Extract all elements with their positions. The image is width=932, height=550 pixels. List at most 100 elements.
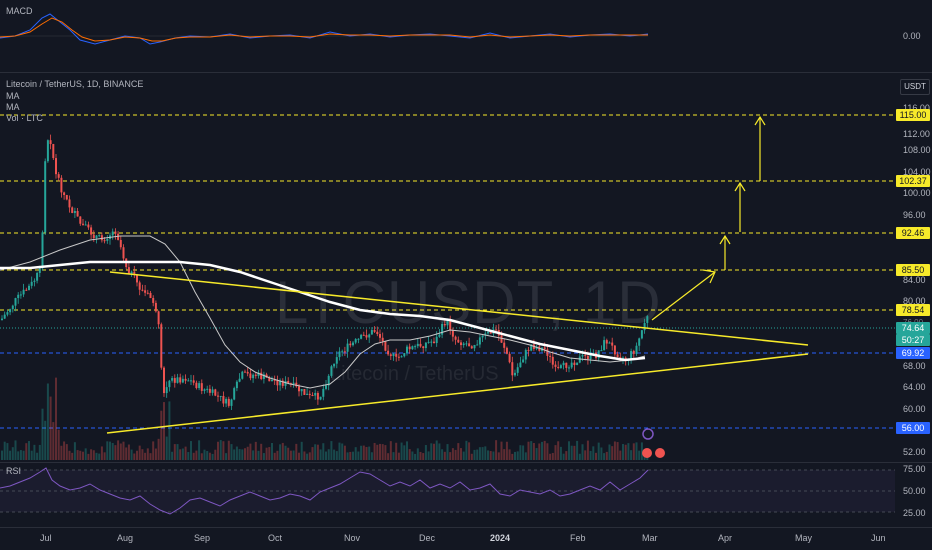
volume-bar [352,451,354,460]
volume-bar [468,442,471,460]
candle-body [516,367,519,373]
volume-bar [28,441,30,460]
candle-body [11,305,14,310]
volume-bar [314,444,317,460]
volume-bar [581,444,584,460]
volume-bar [338,442,341,460]
legend-ma-1[interactable]: MA [6,91,20,101]
candle-body [311,395,314,397]
candle-body [22,289,25,295]
volume-bar [190,441,192,460]
volume-bar [306,453,309,460]
candle-body [576,362,579,366]
volume-bar [214,449,217,460]
volume-bar [508,449,511,460]
volume-bar [298,452,300,460]
volume-bar [457,443,460,460]
volume-bar [79,450,82,460]
volume-bar [495,440,498,460]
volume-bar [541,441,543,460]
price-pane[interactable]: LTCUSDT, 1D Litecoin / TetherUS [0,73,895,463]
candle-body [349,343,352,346]
candle-body [608,342,611,344]
candle-body [381,337,384,342]
volume-bar [354,447,357,460]
candle-body [1,318,3,320]
volume-bar [187,452,190,460]
candle-body [546,349,549,356]
volume-bar [100,446,103,460]
volume-bar [589,450,592,460]
candle-body [190,380,192,382]
rsi-tick: 50.00 [903,486,926,496]
candle-body [308,393,311,396]
volume-bar [203,449,206,460]
volume-bar [565,451,568,460]
candle-body [395,353,398,357]
volume-bar [611,446,614,460]
volume-bar [454,449,457,460]
candle-body [543,347,546,350]
candle-body [3,314,6,319]
candle-body [238,378,241,382]
volume-bar [22,450,25,460]
candle-body [306,393,309,395]
candle-body [198,383,201,389]
rsi-levels [0,469,895,513]
price-tag-56: 56.00 [896,422,930,434]
volume-bar [271,442,273,460]
candle-body [17,294,20,299]
candle-body [476,344,479,346]
candle-body [514,372,516,376]
candle-body [341,351,344,353]
candle-body [322,388,325,397]
volume-bar [492,451,495,460]
pane-separator [0,462,932,463]
time-tick: Mar [642,533,658,543]
candle-body [127,267,130,274]
volume-bar [362,445,365,460]
legend-ma-2[interactable]: MA [6,102,20,112]
volume-bar [46,383,49,460]
legend-volume[interactable]: Vol · LTC [6,113,43,123]
volume-bar [527,441,530,460]
volume-bar [554,445,557,460]
candle-body [333,363,336,367]
volume-bar [200,453,203,460]
volume-bar [478,447,481,460]
candle-body [414,346,417,348]
volume-bar [638,450,641,460]
candle-body [427,341,430,343]
volume-bar [219,440,222,460]
volume-bar [225,453,228,460]
volume-bar [6,443,9,460]
volume-bar [473,449,476,460]
candle-body [217,395,219,397]
candle-body [578,356,581,363]
candle-body [454,336,457,340]
candle-body [373,330,376,332]
watermark-name: Litecoin / TetherUS [330,363,499,385]
volume-bar [368,446,371,460]
volume-bar [551,452,554,460]
price-tick: 112.00 [903,129,930,139]
time-tick: Feb [570,533,586,543]
volume-bar [241,449,244,460]
candle-body [227,398,230,406]
volume-bar [481,447,484,460]
price-tag-78: 78.54 [896,304,930,316]
volume-bar [63,441,66,460]
volume-bar [568,441,570,460]
volume-bar [254,441,257,460]
legend-title: Litecoin / TetherUS, 1D, BINANCE [6,79,144,89]
candle-body [154,302,157,312]
volume-bar [141,449,144,460]
rsi-pane[interactable]: RSI [0,463,895,525]
volume-bar [52,422,55,460]
volume-bar [514,451,516,460]
current-price-tag: 74.64 [896,322,930,334]
candle-body [424,342,427,349]
macd-pane[interactable]: MACD [0,0,895,72]
currency-button[interactable]: USDT [900,79,930,95]
